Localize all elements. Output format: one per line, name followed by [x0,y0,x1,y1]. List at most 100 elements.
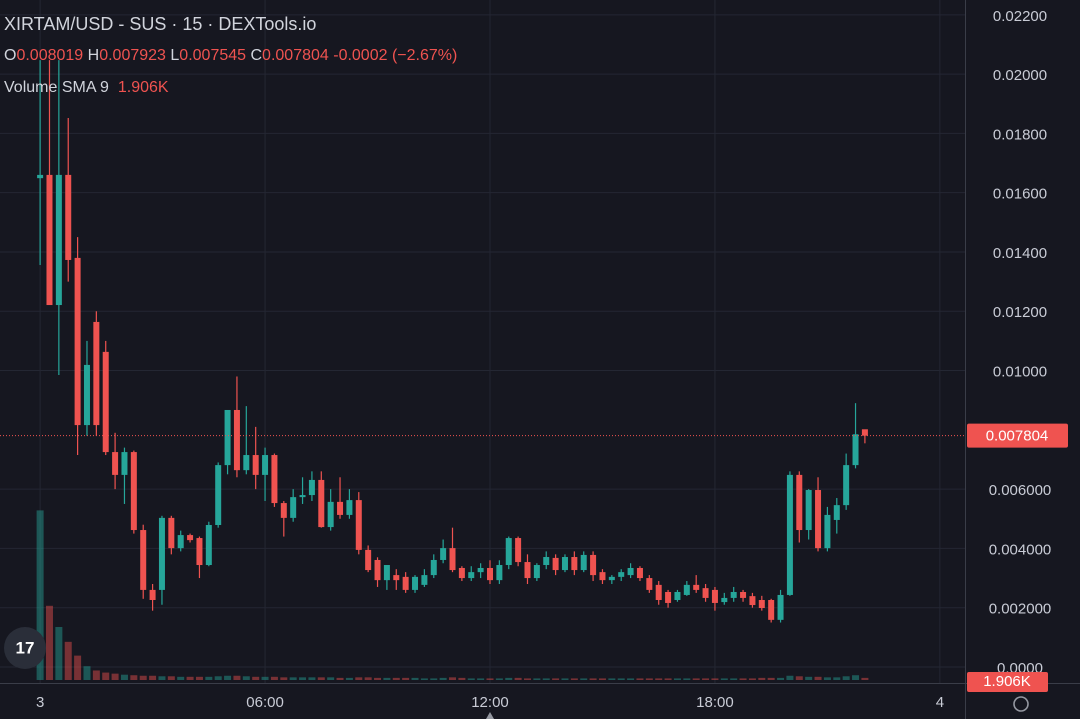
x-tick-label: 3 [36,694,44,711]
volume-bar [805,676,813,680]
candle-body [93,321,100,426]
candle-body [262,455,269,475]
candle-body [383,565,390,581]
volume-bar [270,676,278,680]
candle-body [327,501,334,528]
candle-body [796,474,803,531]
candle-body [402,576,409,590]
candle-body [590,554,597,576]
volume-bar [673,678,681,680]
volume-bar [711,678,719,680]
volume-bar [74,655,82,680]
candle-body [730,591,737,598]
volume-bar [149,675,157,680]
candle-body [337,501,344,515]
volume-bar [214,676,222,680]
volume-bar [580,678,588,680]
ohlc-letter: L [170,47,180,64]
candle-body [824,514,831,549]
volume-bar [458,677,466,680]
candle-body [224,409,231,466]
candle-body [486,567,493,581]
y-tick-label: 0.02000 [993,67,1047,84]
candle-body [252,455,259,475]
ohlc-value: 0.008019 [16,47,84,64]
volume-bar [308,677,316,680]
candle-body [112,452,119,475]
candle-body [815,490,822,549]
candle-body [140,530,147,590]
volume-bar [842,676,850,680]
candle-body [515,538,522,563]
candle-body [805,490,812,531]
candle-body [308,479,315,496]
x-tick-label: 18:00 [696,694,734,711]
volume-bar [430,678,438,680]
candle-body [37,174,44,179]
last-price-label: 0.007804 [986,428,1049,445]
candle-body [777,594,784,620]
candle-body [440,548,447,560]
volume-bar [570,678,578,680]
candle-body [608,576,615,581]
candle-body [365,549,372,571]
volume-bar [664,678,672,680]
time-marker [486,712,494,719]
volume-sma-label: 1.906K [983,673,1031,690]
volume-bar [477,678,485,680]
ohlc-value: 0.007545 [179,47,247,64]
volume-bar [195,676,203,680]
candle-body [599,572,606,581]
volume-bar [439,677,447,680]
volume-bar [374,677,382,680]
volume-sma: 1.906K [117,79,169,96]
candle-body [121,452,128,475]
volume-bar [561,678,569,680]
x-tick-label: 06:00 [246,694,284,711]
candle-body [496,565,503,581]
ohlc-value: 0.007804 [262,47,329,64]
candle-body [83,364,90,426]
volume-bar [777,677,785,680]
volume-bar [167,676,175,680]
tv-logo[interactable] [4,627,46,669]
volume-bar [655,678,663,680]
volume-bar [280,677,288,680]
candle-body [205,524,212,566]
candle-body [65,174,72,260]
candle-body [187,535,194,541]
candle-body [543,557,550,566]
settings-icon[interactable] [1013,696,1029,712]
y-tick-label: 0.01600 [993,186,1047,203]
candle-body [458,567,465,579]
volume-bar [598,678,606,680]
volume-bar [402,677,410,680]
ohlc-row: O0.008019 H0.007923 L0.007545 C0.007804 … [4,40,457,72]
candle-body [430,559,437,576]
candle-body [55,174,62,306]
volume-bar [486,678,494,680]
volume-bar [224,675,232,680]
y-tick-label: 0.01200 [993,304,1047,321]
candle-body [768,599,775,620]
volume-bar [861,677,869,680]
candle-body [477,567,484,573]
volume-bar [289,677,297,680]
volume-bar [720,678,728,680]
volume-bar [645,678,653,680]
candle-body [130,452,137,531]
candle-body [355,500,362,550]
volume-bar [505,677,513,680]
candle-body [346,500,353,515]
volume-label: Volume SMA 9 [4,79,109,96]
volume-row: Volume SMA 9 1.906K [4,72,457,104]
volume-bar [158,676,166,680]
volume-bar [233,675,241,680]
y-tick-label: 0.01400 [993,245,1047,262]
candle-body [233,409,240,471]
volume-bar [758,677,766,680]
volume-bar [542,678,550,680]
title-row: XIRTAM/USD - SUS · 15 · DEXTools.io [4,8,457,40]
candle-body [674,591,681,600]
candle-body [843,465,850,506]
